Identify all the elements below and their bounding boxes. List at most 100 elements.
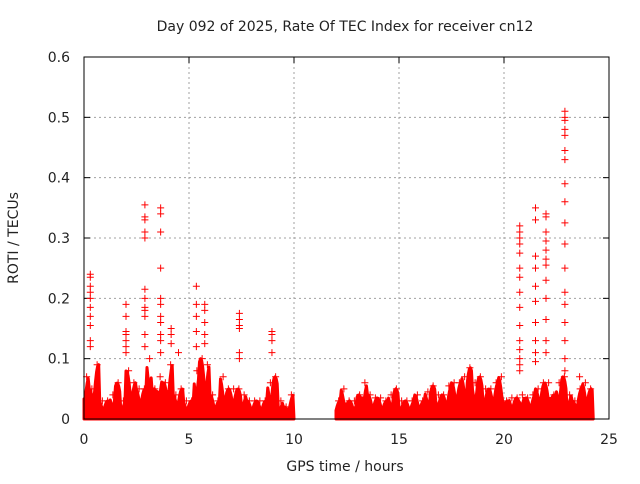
spike-point (532, 337, 539, 345)
spike-point (141, 331, 149, 339)
spike-point (542, 294, 550, 302)
spike-point (516, 321, 524, 329)
spike-point (561, 288, 569, 296)
envelope-point (203, 361, 211, 369)
spike-point (192, 328, 200, 336)
spike-point (516, 355, 524, 363)
spike-point (532, 216, 539, 224)
spike-point (86, 343, 94, 351)
spike-point (141, 201, 149, 209)
spike-point (561, 107, 569, 115)
baseline-cloud (334, 366, 595, 421)
spike-point (516, 264, 524, 272)
spike-point (516, 361, 524, 369)
spike-point (141, 312, 149, 320)
y-tick-label: 0.5 (48, 110, 70, 126)
spike-point (561, 147, 569, 155)
spike-point (201, 306, 209, 314)
spike-point (561, 156, 569, 164)
spike-point (516, 240, 524, 248)
spike-point (235, 325, 243, 332)
spike-point (157, 300, 165, 308)
spike-point (192, 312, 200, 320)
envelope-point (156, 373, 164, 381)
spike-point (532, 204, 539, 212)
spike-point (542, 228, 550, 236)
spike-point (516, 337, 524, 345)
spike-point (561, 219, 569, 227)
spike-point (86, 303, 94, 311)
spike-point (532, 264, 539, 272)
spike-point (542, 237, 550, 245)
x-tick-label: 0 (80, 432, 89, 448)
spike-point (141, 285, 149, 293)
x-tick-label: 20 (495, 432, 513, 448)
spike-point (561, 131, 569, 139)
spike-point (268, 349, 276, 357)
spike-point (516, 222, 524, 230)
spike-point (157, 331, 165, 339)
x-axis-label: GPS time / hours (286, 459, 403, 475)
spike-point (86, 321, 94, 329)
spike-point (157, 210, 165, 218)
spike-point (141, 294, 149, 302)
spike-point (157, 264, 165, 272)
x-tick-label: 5 (185, 432, 194, 448)
spike-point (542, 276, 550, 284)
spike-point (235, 355, 243, 363)
spike-point (175, 349, 182, 357)
spike-point (561, 180, 569, 188)
spike-point (516, 288, 524, 296)
spike-point (561, 116, 569, 124)
spike-point (122, 312, 130, 320)
spike-point (201, 300, 209, 308)
spike-point (542, 315, 550, 323)
y-tick-label: 0 (61, 412, 70, 428)
spike-point (542, 261, 550, 269)
spike-point (86, 337, 94, 345)
spike-point (561, 355, 569, 363)
spike-point (141, 228, 149, 236)
spike-point (141, 306, 149, 314)
spike-point (122, 331, 130, 339)
spike-point (235, 315, 243, 323)
y-tick-label: 0.2 (48, 291, 70, 307)
chart-title: Day 092 of 2025, Rate Of TEC Index for r… (157, 19, 534, 35)
spike-point (122, 349, 130, 357)
spike-point (122, 300, 130, 308)
spike-point (201, 331, 209, 339)
spike-point (561, 300, 569, 308)
spike-point (542, 337, 550, 345)
spike-point (141, 234, 149, 242)
grid (84, 57, 609, 419)
spike-point (561, 367, 569, 375)
spike-point (516, 234, 524, 242)
spike-point (516, 273, 524, 281)
spike-point (122, 337, 130, 345)
spike-point (561, 240, 569, 248)
spike-point (542, 246, 550, 254)
spike-point (561, 318, 569, 326)
spike-point (167, 325, 175, 332)
spike-point (235, 309, 243, 317)
y-tick-label: 0.4 (48, 171, 70, 187)
spike-point (532, 282, 539, 290)
y-tick-label: 0.6 (48, 50, 70, 66)
spike-point (157, 318, 165, 326)
spike-point (86, 282, 94, 290)
spike-point (192, 282, 200, 290)
spike-point (157, 204, 165, 212)
spike-point (532, 252, 539, 260)
spike-point (86, 312, 94, 320)
x-tick-label: 15 (390, 432, 408, 448)
spike-point (268, 337, 276, 345)
spike-point (542, 213, 550, 221)
spike-point (157, 228, 165, 236)
envelope-point (361, 379, 369, 387)
spike-point (532, 297, 539, 305)
spike-point (157, 294, 165, 302)
x-tick-label: 10 (285, 432, 303, 448)
y-tick-label: 0.3 (48, 231, 70, 247)
baseline-cloud (82, 357, 296, 421)
spike-point (201, 340, 209, 348)
